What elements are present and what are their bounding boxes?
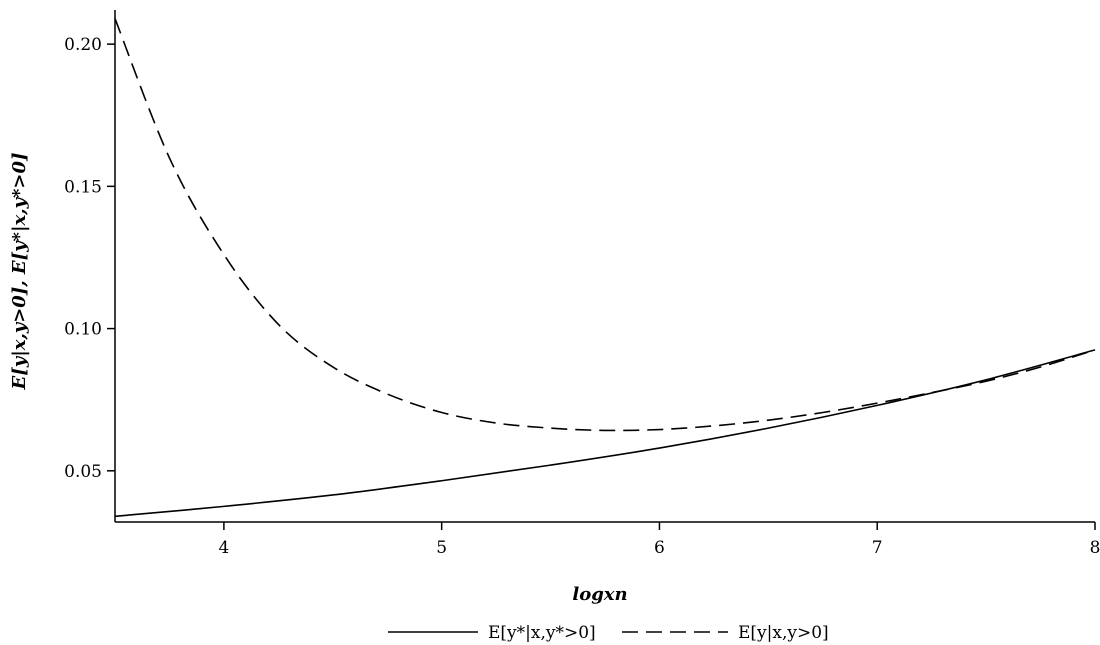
x-ticks: 4 5 6 7 8	[218, 522, 1100, 558]
x-tick-label: 8	[1090, 538, 1100, 558]
x-tick-label: 4	[218, 538, 229, 558]
x-tick-label: 7	[872, 538, 883, 558]
series-layer	[114, 18, 1096, 518]
axes	[114, 10, 1095, 523]
series-line-dashed	[114, 18, 1096, 432]
y-tick-label: 0.05	[64, 462, 102, 482]
x-tick-label: 5	[436, 538, 447, 558]
legend-label-dashed: E[y|x,y>0]	[738, 623, 829, 643]
x-axis-title: logxn	[572, 584, 627, 605]
legend: E[y*|x,y*>0] E[y|x,y>0]	[388, 623, 829, 643]
y-axis-title: E[y|x,y>0], E[y*|x,y*>0]	[9, 152, 30, 390]
x-tick-label: 6	[654, 538, 665, 558]
series-line-solid	[114, 349, 1096, 518]
y-ticks: 0.05 0.10 0.15 0.20	[64, 35, 115, 482]
y-tick-label: 0.20	[64, 35, 102, 55]
y-tick-label: 0.15	[64, 177, 102, 197]
legend-label-solid: E[y*|x,y*>0]	[488, 623, 596, 643]
y-tick-label: 0.10	[64, 320, 102, 340]
